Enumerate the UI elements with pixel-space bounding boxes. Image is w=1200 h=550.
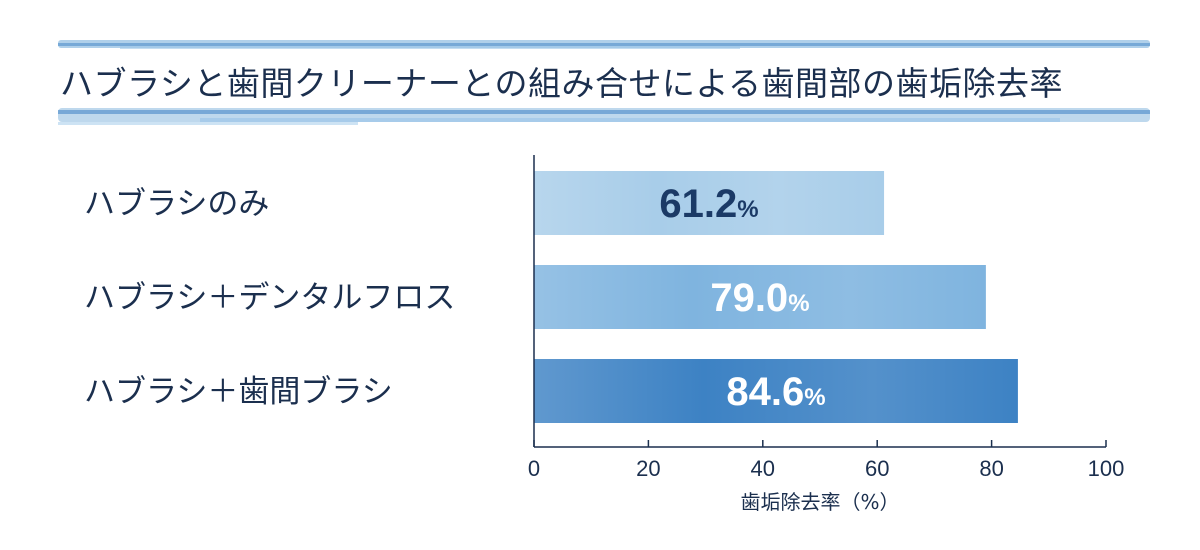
x-tick-label-20: 20 — [636, 456, 660, 481]
bar-texture-2 — [534, 265, 986, 329]
x-tick-label-40: 40 — [751, 456, 775, 481]
category-label-1: ハブラシのみ — [84, 186, 269, 222]
value-label-1: 61.2% — [659, 182, 758, 226]
x-axis: 0 20 40 60 80 100 歯垢除去率（%） — [528, 155, 1124, 514]
category-label-3: ハブラシ＋歯間ブラシ — [84, 374, 393, 410]
x-axis-title: 歯垢除去率（%） — [740, 490, 899, 514]
bar-texture-1 — [534, 171, 885, 235]
value-labels: 61.2% 79.0% 84.6% — [659, 182, 825, 414]
title-band — [58, 40, 1150, 125]
value-label-2: 79.0% — [710, 276, 809, 320]
bars-layer — [534, 171, 1018, 423]
chart-title: ハブラシと歯間クリーナーとの組み合せによる歯間部の歯垢除去率 — [60, 64, 1064, 103]
x-tick-label-0: 0 — [528, 456, 540, 481]
bar-texture-3 — [534, 359, 1018, 423]
x-tick-label-100: 100 — [1088, 456, 1125, 481]
x-tick-label-80: 80 — [979, 456, 1003, 481]
value-label-3: 84.6% — [726, 370, 825, 414]
category-label-2: ハブラシ＋デンタルフロス — [84, 280, 455, 316]
title-band-top — [58, 40, 1150, 49]
x-tick-label-60: 60 — [865, 456, 889, 481]
title-band-bottom — [58, 108, 1150, 125]
